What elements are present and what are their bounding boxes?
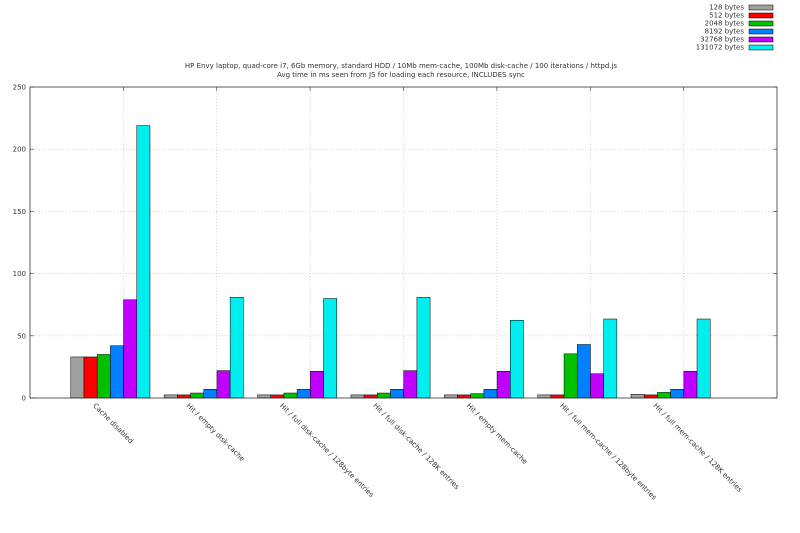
bar: [590, 373, 604, 399]
chart-title: HP Envy laptop, quad-core i7, 6Gb memory…: [185, 62, 618, 70]
legend-label: 32768 bytes: [700, 36, 744, 44]
bar: [203, 389, 218, 399]
bar: [510, 320, 524, 399]
bar: [296, 389, 311, 399]
bar: [537, 394, 552, 399]
legend-swatch: [748, 20, 774, 27]
bar: [83, 356, 98, 399]
category-label: Cache disabled: [91, 402, 134, 445]
category-label: Hit / empty mem-cache: [465, 402, 529, 466]
legend-swatch: [748, 4, 774, 11]
y-tick-label: 250: [13, 84, 26, 92]
bar: [216, 370, 231, 399]
legend-label: 131072 bytes: [696, 44, 745, 52]
bar: [550, 394, 565, 399]
bar: [630, 394, 645, 399]
bar: [350, 394, 365, 399]
bar: [470, 393, 485, 399]
grid-lines: [30, 87, 777, 398]
y-axis: 0 50 100 150 200 250: [13, 84, 777, 403]
bar: [70, 356, 85, 399]
bar: [323, 298, 337, 399]
category-label: Hit / full mem-cache / 128byte entries: [558, 402, 658, 502]
y-tick-label: 200: [13, 146, 26, 154]
category-label: Hit / full disk-cache / 128K entries: [371, 402, 461, 492]
bar: [283, 392, 298, 399]
bar: [177, 394, 191, 399]
y-tick-label: 50: [17, 332, 26, 340]
bar: [257, 394, 271, 399]
bar: [457, 394, 471, 399]
bar: [483, 389, 498, 399]
bar: [670, 389, 685, 399]
y-tick-label: 100: [13, 270, 26, 278]
legend-label: 8192 bytes: [705, 28, 745, 36]
bar: [657, 392, 671, 399]
bar: [444, 394, 458, 399]
bar: [683, 371, 698, 399]
bar: [416, 296, 431, 399]
bar: [363, 394, 378, 399]
bar: [643, 394, 658, 399]
bar: [123, 299, 138, 399]
bar: [603, 318, 618, 399]
bar: [496, 371, 511, 399]
bar: [229, 296, 244, 399]
category-label: Hit / empty disk-cache: [185, 402, 246, 463]
y-tick-label: 150: [13, 208, 26, 216]
legend-label: 128 bytes: [709, 4, 744, 12]
category-label: Hit / full mem-cache / 128K entries: [652, 402, 744, 494]
bar: [163, 394, 178, 399]
bar: [136, 125, 151, 399]
legend-swatch: [748, 44, 774, 51]
category-label: Hit / full disk-cache / 128byte entries: [278, 402, 375, 499]
bar: [403, 370, 418, 399]
bar: [190, 392, 205, 399]
bar: [696, 318, 711, 399]
bar: [310, 371, 324, 399]
bar: [96, 354, 111, 399]
bar: [377, 392, 391, 399]
bars: [70, 125, 711, 399]
legend-swatch: [748, 12, 774, 19]
legend-swatch: [748, 28, 774, 35]
legend-label: 512 bytes: [709, 12, 744, 20]
y-tick-label: 0: [22, 395, 26, 403]
legend-swatch: [748, 36, 774, 43]
bar: [110, 345, 124, 399]
legend-label: 2048 bytes: [705, 20, 745, 28]
bar: [563, 353, 578, 399]
chart-subtitle: Avg time in ms seen from JS for loading …: [277, 71, 525, 79]
bar: [270, 394, 285, 399]
bar: [577, 344, 591, 399]
bar: [390, 389, 404, 399]
